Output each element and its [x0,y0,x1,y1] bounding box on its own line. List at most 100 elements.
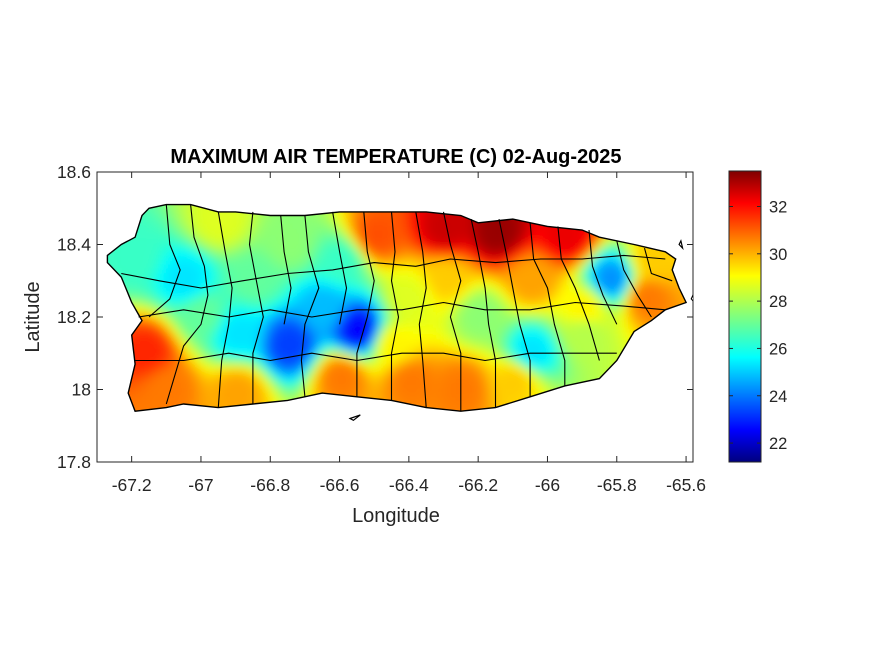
temperature-cell [142,259,148,264]
temperature-cell [180,372,185,378]
temperature-cell [338,385,343,391]
temperature-cell [188,272,194,277]
temperature-cell [259,350,264,356]
temperature-cell [296,259,302,264]
temperature-cell [371,250,377,256]
temperature-cell [176,237,181,243]
temperature-cell [379,376,385,382]
temperature-cell [338,350,343,356]
temperature-cell [338,376,343,382]
temperature-cell [250,219,256,225]
temperature-cell [296,332,302,338]
temperature-cell [146,254,152,260]
temperature-cell [471,245,476,251]
temperature-cell [346,346,352,351]
temperature-cell [296,341,302,347]
temperature-cell [421,341,427,347]
temperature-cell [255,315,260,321]
temperature-cell [280,367,285,373]
temperature-cell [296,350,302,356]
temperature-cell [201,211,206,217]
temperature-cell [359,372,364,378]
temperature-cell [271,259,277,264]
temperature-cell [146,241,152,247]
temperature-cell [213,341,219,347]
temperature-cell [325,293,331,299]
temperature-cell [280,332,285,338]
temperature-cell [338,250,343,256]
temperature-cell [196,276,202,282]
temperature-cell [371,302,377,308]
temperature-cell [350,245,356,251]
temperature-cell [458,324,464,330]
temperature-cell [151,224,156,230]
temperature-cell [259,398,264,404]
temperature-cell [438,306,443,312]
temperature-cell [142,219,148,225]
temperature-cell [134,406,140,412]
temperature-cell [205,241,210,247]
temperature-cell [342,267,348,273]
temperature-cell [334,311,339,317]
temperature-cell [467,276,472,282]
temperature-cell [192,380,198,386]
temperature-cell [375,372,381,378]
temperature-cell [454,259,460,264]
temperature-cell [221,315,227,321]
temperature-cell [246,363,252,369]
temperature-cell [288,254,294,260]
temperature-cell [329,241,335,247]
temperature-cell [184,328,190,334]
temperature-cell [171,389,177,395]
temperature-cell [438,228,443,234]
temperature-cell [379,241,385,247]
temperature-cell [429,215,435,221]
temperature-cell [462,346,468,351]
temperature-cell [138,267,144,273]
temperature-cell [234,376,239,382]
temperature-cell [284,393,289,399]
temperature-cell [446,241,452,247]
temperature-cell [171,372,177,378]
temperature-cell [396,232,402,238]
temperature-cell [209,328,215,334]
temperature-cell [171,263,177,269]
temperature-cell [350,385,356,391]
temperature-cell [167,341,173,347]
temperature-cell [429,319,435,325]
temperature-cell [375,298,381,304]
temperature-cell [363,350,368,356]
temperature-cell [304,346,310,351]
temperature-cell [379,232,385,238]
temperature-cell [321,359,327,364]
temperature-cell [417,250,422,256]
temperature-cell [321,311,327,317]
temperature-cell [467,285,472,291]
temperature-cell [171,241,177,247]
temperature-cell [442,289,447,295]
temperature-cell [196,376,202,382]
temperature-cell [155,224,160,230]
temperature-cell [350,259,356,264]
temperature-cell [425,263,431,269]
temperature-cell [342,332,348,338]
temperature-cell [192,267,198,273]
temperature-cell [205,367,210,373]
temperature-cell [375,276,381,282]
temperature-cell [167,289,173,295]
temperature-cell [163,372,169,378]
temperature-cell [292,241,298,247]
temperature-cell [454,289,460,295]
temperature-cell [425,298,431,304]
temperature-cell [388,359,393,364]
temperature-cell [192,346,198,351]
temperature-cell [438,250,443,256]
temperature-cell [304,363,310,369]
temperature-cell [438,280,443,286]
temperature-cell [263,315,269,321]
temperature-cell [379,393,385,399]
temperature-cell [292,324,298,330]
temperature-cell [242,319,248,325]
temperature-cell [159,354,165,360]
temperature-cell [167,393,173,399]
